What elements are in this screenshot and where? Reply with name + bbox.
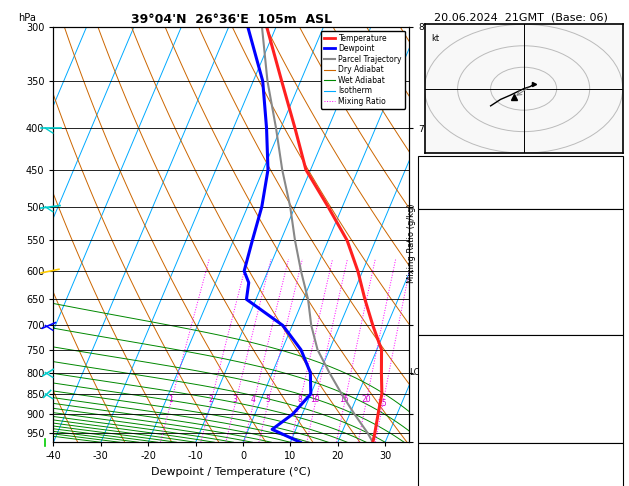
Text: hPa: hPa <box>18 13 36 22</box>
Text: 20: 20 <box>361 395 370 403</box>
Text: LCL: LCL <box>409 368 424 377</box>
Text: 15: 15 <box>340 395 349 403</box>
Text: kt: kt <box>431 35 439 43</box>
Text: 0: 0 <box>615 413 620 423</box>
Text: 327: 327 <box>603 269 620 279</box>
Text: Lifted Index: Lifted Index <box>421 287 491 297</box>
Text: 35: 35 <box>608 179 620 189</box>
Text: © weatheronline.co.uk: © weatheronline.co.uk <box>468 472 573 481</box>
Text: Surface: Surface <box>500 215 541 225</box>
Title: 39°04'N  26°36'E  105m  ASL: 39°04'N 26°36'E 105m ASL <box>131 13 331 26</box>
Text: 69: 69 <box>608 467 620 477</box>
Text: 0: 0 <box>615 431 620 441</box>
X-axis label: Dewpoint / Temperature (°C): Dewpoint / Temperature (°C) <box>151 467 311 477</box>
Text: 20.06.2024  21GMT  (Base: 06): 20.06.2024 21GMT (Base: 06) <box>433 12 608 22</box>
Text: SREH: SREH <box>421 485 444 486</box>
Text: 5: 5 <box>265 395 270 403</box>
Text: PW (cm): PW (cm) <box>421 197 462 207</box>
Y-axis label: km
ASL: km ASL <box>432 225 448 244</box>
Text: 6: 6 <box>615 161 620 171</box>
Text: Temp (°C): Temp (°C) <box>421 233 474 243</box>
Text: K: K <box>421 161 426 171</box>
Text: 327: 327 <box>603 377 620 387</box>
Text: 2: 2 <box>208 395 213 403</box>
Text: 12.1: 12.1 <box>597 251 620 261</box>
Text: Dewp (°C): Dewp (°C) <box>421 251 474 261</box>
Text: Lifted Index: Lifted Index <box>421 395 491 405</box>
Text: 0: 0 <box>615 305 620 315</box>
Text: 4: 4 <box>615 287 620 297</box>
Text: Mixing Ratio (g/kg): Mixing Ratio (g/kg) <box>408 203 416 283</box>
Text: CIN (J): CIN (J) <box>421 431 462 441</box>
Text: EH: EH <box>421 467 433 477</box>
Text: Pressure (mb): Pressure (mb) <box>421 359 497 369</box>
Text: 4: 4 <box>615 395 620 405</box>
Text: θₑ (K): θₑ (K) <box>421 377 456 387</box>
Text: CIN (J): CIN (J) <box>421 323 462 333</box>
Text: 27.4: 27.4 <box>597 233 620 243</box>
Text: CAPE (J): CAPE (J) <box>421 413 468 423</box>
Text: CAPE (J): CAPE (J) <box>421 305 468 315</box>
Text: 3: 3 <box>233 395 238 403</box>
Text: 8: 8 <box>298 395 302 403</box>
Legend: Temperature, Dewpoint, Parcel Trajectory, Dry Adiabat, Wet Adiabat, Isotherm, Mi: Temperature, Dewpoint, Parcel Trajectory… <box>321 31 405 109</box>
Text: θₑ(K): θₑ(K) <box>421 269 450 279</box>
Text: Totals Totals: Totals Totals <box>421 179 497 189</box>
Text: 4: 4 <box>251 395 256 403</box>
Text: Most Unstable: Most Unstable <box>482 341 559 351</box>
Text: 0: 0 <box>615 323 620 333</box>
Text: Hodograph: Hodograph <box>494 449 547 459</box>
Text: 1.24: 1.24 <box>597 197 620 207</box>
Text: 25: 25 <box>377 399 387 408</box>
Text: 22: 22 <box>608 485 620 486</box>
Text: 10: 10 <box>310 395 320 403</box>
Text: 998: 998 <box>603 359 620 369</box>
Text: 1: 1 <box>168 395 173 403</box>
